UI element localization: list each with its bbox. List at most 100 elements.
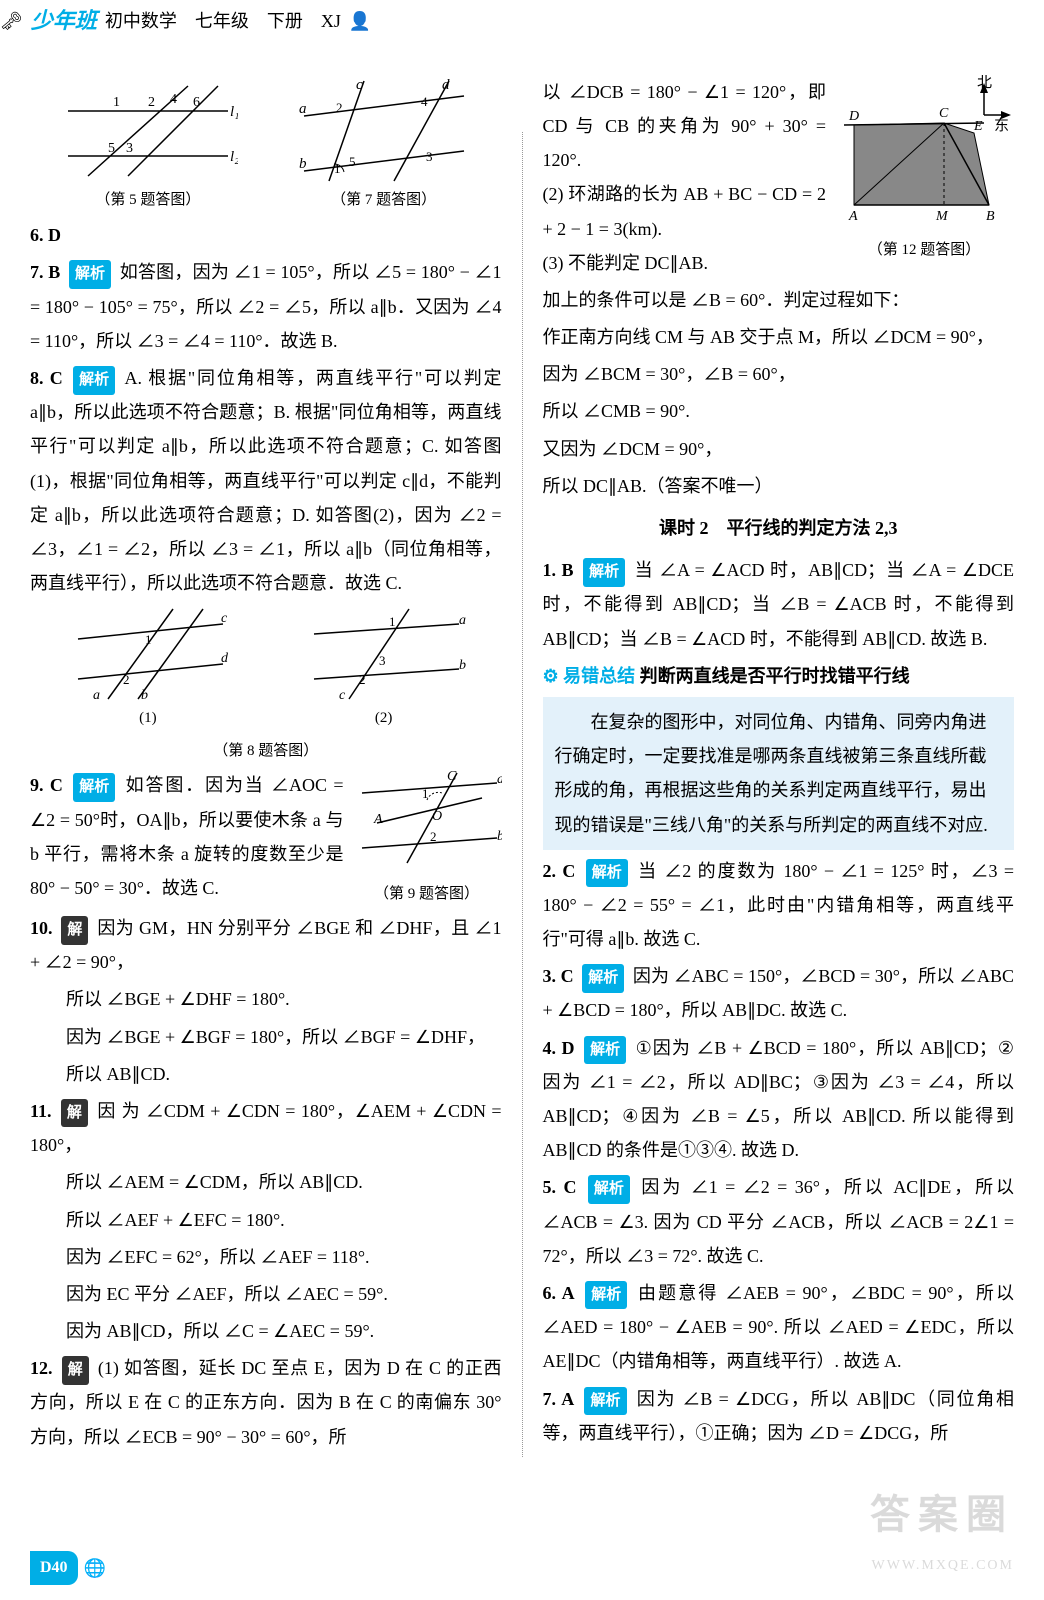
- col2-p3: (3) 不能判定 DC∥AB.: [543, 253, 709, 273]
- r6-num: 6. A: [543, 1283, 575, 1303]
- fig9-caption: （第 9 题答图）: [352, 880, 502, 909]
- person-icon: 👤: [349, 4, 371, 38]
- q8-num: 8. C: [30, 368, 63, 388]
- svg-text:b: b: [497, 829, 502, 844]
- analysis-tag: 解析: [73, 366, 115, 395]
- svg-text:c: c: [339, 688, 346, 703]
- q11-l6: 因为 AB∥CD，所以 ∠C = ∠AEC = 59°.: [30, 1314, 502, 1348]
- analysis-tag: 解析: [585, 1281, 627, 1310]
- solution-tag: 解: [61, 916, 88, 945]
- fig7-caption: （第 7 题答图）: [294, 186, 474, 215]
- fig8-1-label: (1): [63, 704, 233, 733]
- svg-text:C: C: [447, 769, 457, 784]
- col2-p9: 所以 DC∥AB.（答案不唯一）: [543, 469, 1015, 503]
- svg-text:l₂: l₂: [230, 149, 238, 165]
- r5-num: 5. C: [543, 1177, 577, 1197]
- col2-p7: 所以 ∠CMB = 90°.: [543, 394, 1015, 428]
- analysis-tag: 解析: [586, 859, 628, 888]
- r7-num: 7. A: [543, 1389, 575, 1409]
- q7-num: 7. B: [30, 262, 60, 282]
- svg-text:3: 3: [426, 149, 433, 164]
- q11-l1: 因 为 ∠CDM + ∠CDN = 180°，∠AEM + ∠CDN = 180…: [30, 1101, 502, 1155]
- fig7-svg: a b c d 2 15 4 3: [294, 76, 474, 186]
- svg-text:6: 6: [193, 95, 200, 110]
- svg-text:1: 1: [145, 632, 152, 647]
- page-number-value: D40: [30, 1551, 78, 1585]
- q10-num: 10.: [30, 918, 53, 938]
- col2-p1: 以 ∠DCB = 180° − ∠1 = 120°，即 CD 与 CB 的夹角为…: [543, 82, 827, 170]
- r3-num: 3. C: [543, 966, 574, 986]
- watermark-small: WWW.MXQE.COM: [870, 1553, 1014, 1580]
- q12-text: (1) 如答图，延长 DC 至点 E，因为 D 在 C 的正西方向，所以 E 在…: [30, 1358, 502, 1446]
- svg-text:l₁: l₁: [230, 104, 238, 120]
- col2-p6: 因为 ∠BCM = 30°，∠B = 60°，: [543, 357, 1015, 391]
- svg-text:1: 1: [334, 161, 341, 176]
- svg-text:A: A: [848, 209, 858, 224]
- key-icon: 🗝: [0, 4, 23, 38]
- q11-l5: 因为 EC 平分 ∠AEF，所以 ∠AEC = 59°.: [30, 1277, 502, 1311]
- figure-9: a b C A O 1 2 （第 9 题答图）: [352, 768, 502, 908]
- analysis-tag: 解析: [584, 1036, 626, 1065]
- analysis-tag: 解析: [583, 558, 625, 587]
- svg-text:2: 2: [430, 829, 437, 844]
- svg-text:4: 4: [421, 94, 428, 109]
- left-column: 12 46 53 l₁ l₂ （第 5 题答图） a b c d 2 15 4 …: [30, 72, 502, 1457]
- q9-num: 9. C: [30, 775, 63, 795]
- q12-num: 12.: [30, 1358, 53, 1378]
- watermark: 答案圈 WWW.MXQE.COM: [870, 1477, 1014, 1580]
- svg-text:D: D: [848, 109, 859, 124]
- fig8-2-label: (2): [299, 704, 469, 733]
- q8-text: A. 根据"同位角相等，两直线平行"可以判定 a∥b，所以此选项不符合题意；B.…: [30, 368, 502, 593]
- svg-text:3: 3: [126, 141, 133, 156]
- q11-l2: 所以 ∠AEM = ∠CDM，所以 AB∥CD.: [30, 1165, 502, 1199]
- svg-text:E: E: [973, 119, 983, 134]
- svg-text:B: B: [986, 209, 995, 224]
- col2-p8: 又因为 ∠DCM = 90°，: [543, 432, 1015, 466]
- svg-text:c: c: [356, 77, 363, 93]
- svg-text:2: 2: [359, 672, 366, 687]
- figure-5: 12 46 53 l₁ l₂ （第 5 题答图）: [58, 76, 238, 215]
- analysis-tag: 解析: [588, 1175, 630, 1204]
- analysis-tag: 解析: [73, 773, 115, 802]
- fig8-caption: （第 8 题答图）: [30, 737, 502, 766]
- page-number: D40 🌐: [30, 1551, 106, 1585]
- svg-text:d: d: [442, 77, 450, 93]
- q11-l3: 所以 ∠AEF + ∠EFC = 180°.: [30, 1203, 502, 1237]
- svg-text:O: O: [432, 809, 442, 824]
- fig12-caption: （第 12 题答图）: [834, 236, 1014, 265]
- svg-text:4: 4: [170, 92, 177, 107]
- svg-text:C: C: [939, 106, 949, 121]
- q11-l4: 因为 ∠EFC = 62°，所以 ∠AEF = 118°.: [30, 1240, 502, 1274]
- logo: 少年班: [31, 0, 97, 42]
- fig5-caption: （第 5 题答图）: [58, 186, 238, 215]
- solution-tag: 解: [62, 1356, 89, 1385]
- globe-icon: 🌐: [84, 1551, 106, 1585]
- col2-p2: (2) 环湖路的长为 AB + BC − CD = 2 + 2 − 1 = 3(…: [543, 184, 827, 238]
- svg-text:a: a: [459, 613, 466, 628]
- q11-num: 11.: [30, 1101, 52, 1121]
- r1-num: 1. B: [543, 560, 574, 580]
- svg-text:1: 1: [389, 614, 396, 629]
- q6-num: 6. D: [30, 225, 61, 245]
- figure-12: 北 东 D C E A M B （第 12 题答图）: [834, 75, 1014, 265]
- column-divider: [522, 132, 523, 1457]
- header-subject: 初中数学 七年级 下册 XJ: [105, 4, 341, 38]
- svg-text:5: 5: [108, 141, 115, 156]
- figure-7: a b c d 2 15 4 3 （第 7 题答图）: [294, 76, 474, 215]
- col2-p4: 加上的条件可以是 ∠B = 60°．判定过程如下：: [543, 283, 1015, 317]
- svg-text:M: M: [935, 209, 949, 224]
- analysis-tag: 解析: [69, 260, 111, 289]
- svg-text:3: 3: [379, 653, 386, 668]
- svg-text:a: a: [299, 101, 307, 117]
- tip-heading: 判断两直线是否平行时找错平行线: [640, 666, 910, 686]
- q10-l3: 因为 ∠BGE + ∠BGF = 180°，所以 ∠BGF = ∠DHF，: [30, 1020, 502, 1054]
- tip-heading-icon: ⚙ 易错总结: [543, 666, 636, 686]
- svg-text:b: b: [459, 658, 466, 673]
- col2-p5: 作正南方向线 CM 与 AB 交于点 M，所以 ∠DCM = 90°，: [543, 320, 1015, 354]
- analysis-tag: 解析: [582, 964, 624, 993]
- svg-text:东: 东: [994, 117, 1009, 134]
- analysis-tag: 解析: [584, 1387, 626, 1416]
- svg-text:2: 2: [336, 100, 343, 115]
- figure-8-2: a b c 1 3 2 (2): [299, 604, 469, 733]
- svg-text:1: 1: [113, 95, 120, 110]
